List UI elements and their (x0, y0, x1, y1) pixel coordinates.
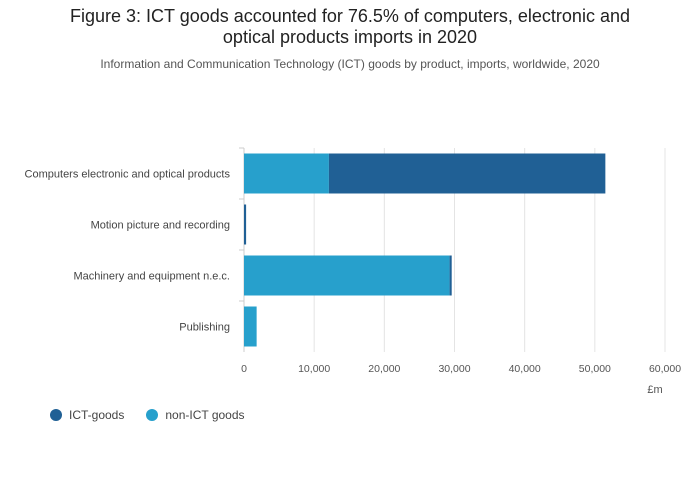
x-tick-label: 50,000 (579, 363, 611, 375)
x-tick-label: 60,000 (649, 363, 681, 375)
bar-non-ict-goods (244, 255, 450, 296)
bar-ict-goods (244, 204, 247, 245)
legend-swatch-ict-goods (50, 409, 62, 421)
chart-title-line-2: optical products imports in 2020 (222, 27, 478, 47)
bar-ict-goods (328, 153, 606, 194)
legend-label-non-ict-goods: non-ICT goods (165, 408, 245, 422)
category-label: Publishing (179, 322, 230, 334)
legend-item-non-ict-goods[interactable]: non-ICT goods (146, 408, 245, 422)
category-label: Computers electronic and optical product… (25, 169, 231, 181)
category-label: Motion picture and recording (91, 220, 230, 232)
x-tick-label: 20,000 (368, 363, 400, 375)
x-tick-label: 10,000 (298, 363, 330, 375)
legend-swatch-non-ict-goods (146, 409, 159, 421)
category-label: Machinery and equipment n.e.c. (73, 271, 230, 283)
bar-non-ict-goods (244, 306, 257, 347)
bar-ict-goods (449, 255, 452, 296)
x-tick-label: 30,000 (438, 363, 470, 375)
x-tick-label: 40,000 (509, 363, 541, 375)
x-axis-unit-label: £m (647, 384, 662, 396)
x-tick-label: 0 (241, 363, 247, 375)
chart-title-line-1: Figure 3: ICT goods accounted for 76.5% … (70, 6, 630, 26)
legend-item-ict-goods[interactable]: ICT-goods (50, 408, 124, 422)
chart-title: Figure 3: ICT goods accounted for 76.5% … (0, 6, 700, 48)
bar-non-ict-goods (244, 153, 329, 194)
legend-label-ict-goods: ICT-goods (69, 408, 125, 422)
legend: ICT-goods non-ICT goods (50, 408, 267, 422)
chart-subtitle: Information and Communication Technology… (100, 57, 600, 71)
